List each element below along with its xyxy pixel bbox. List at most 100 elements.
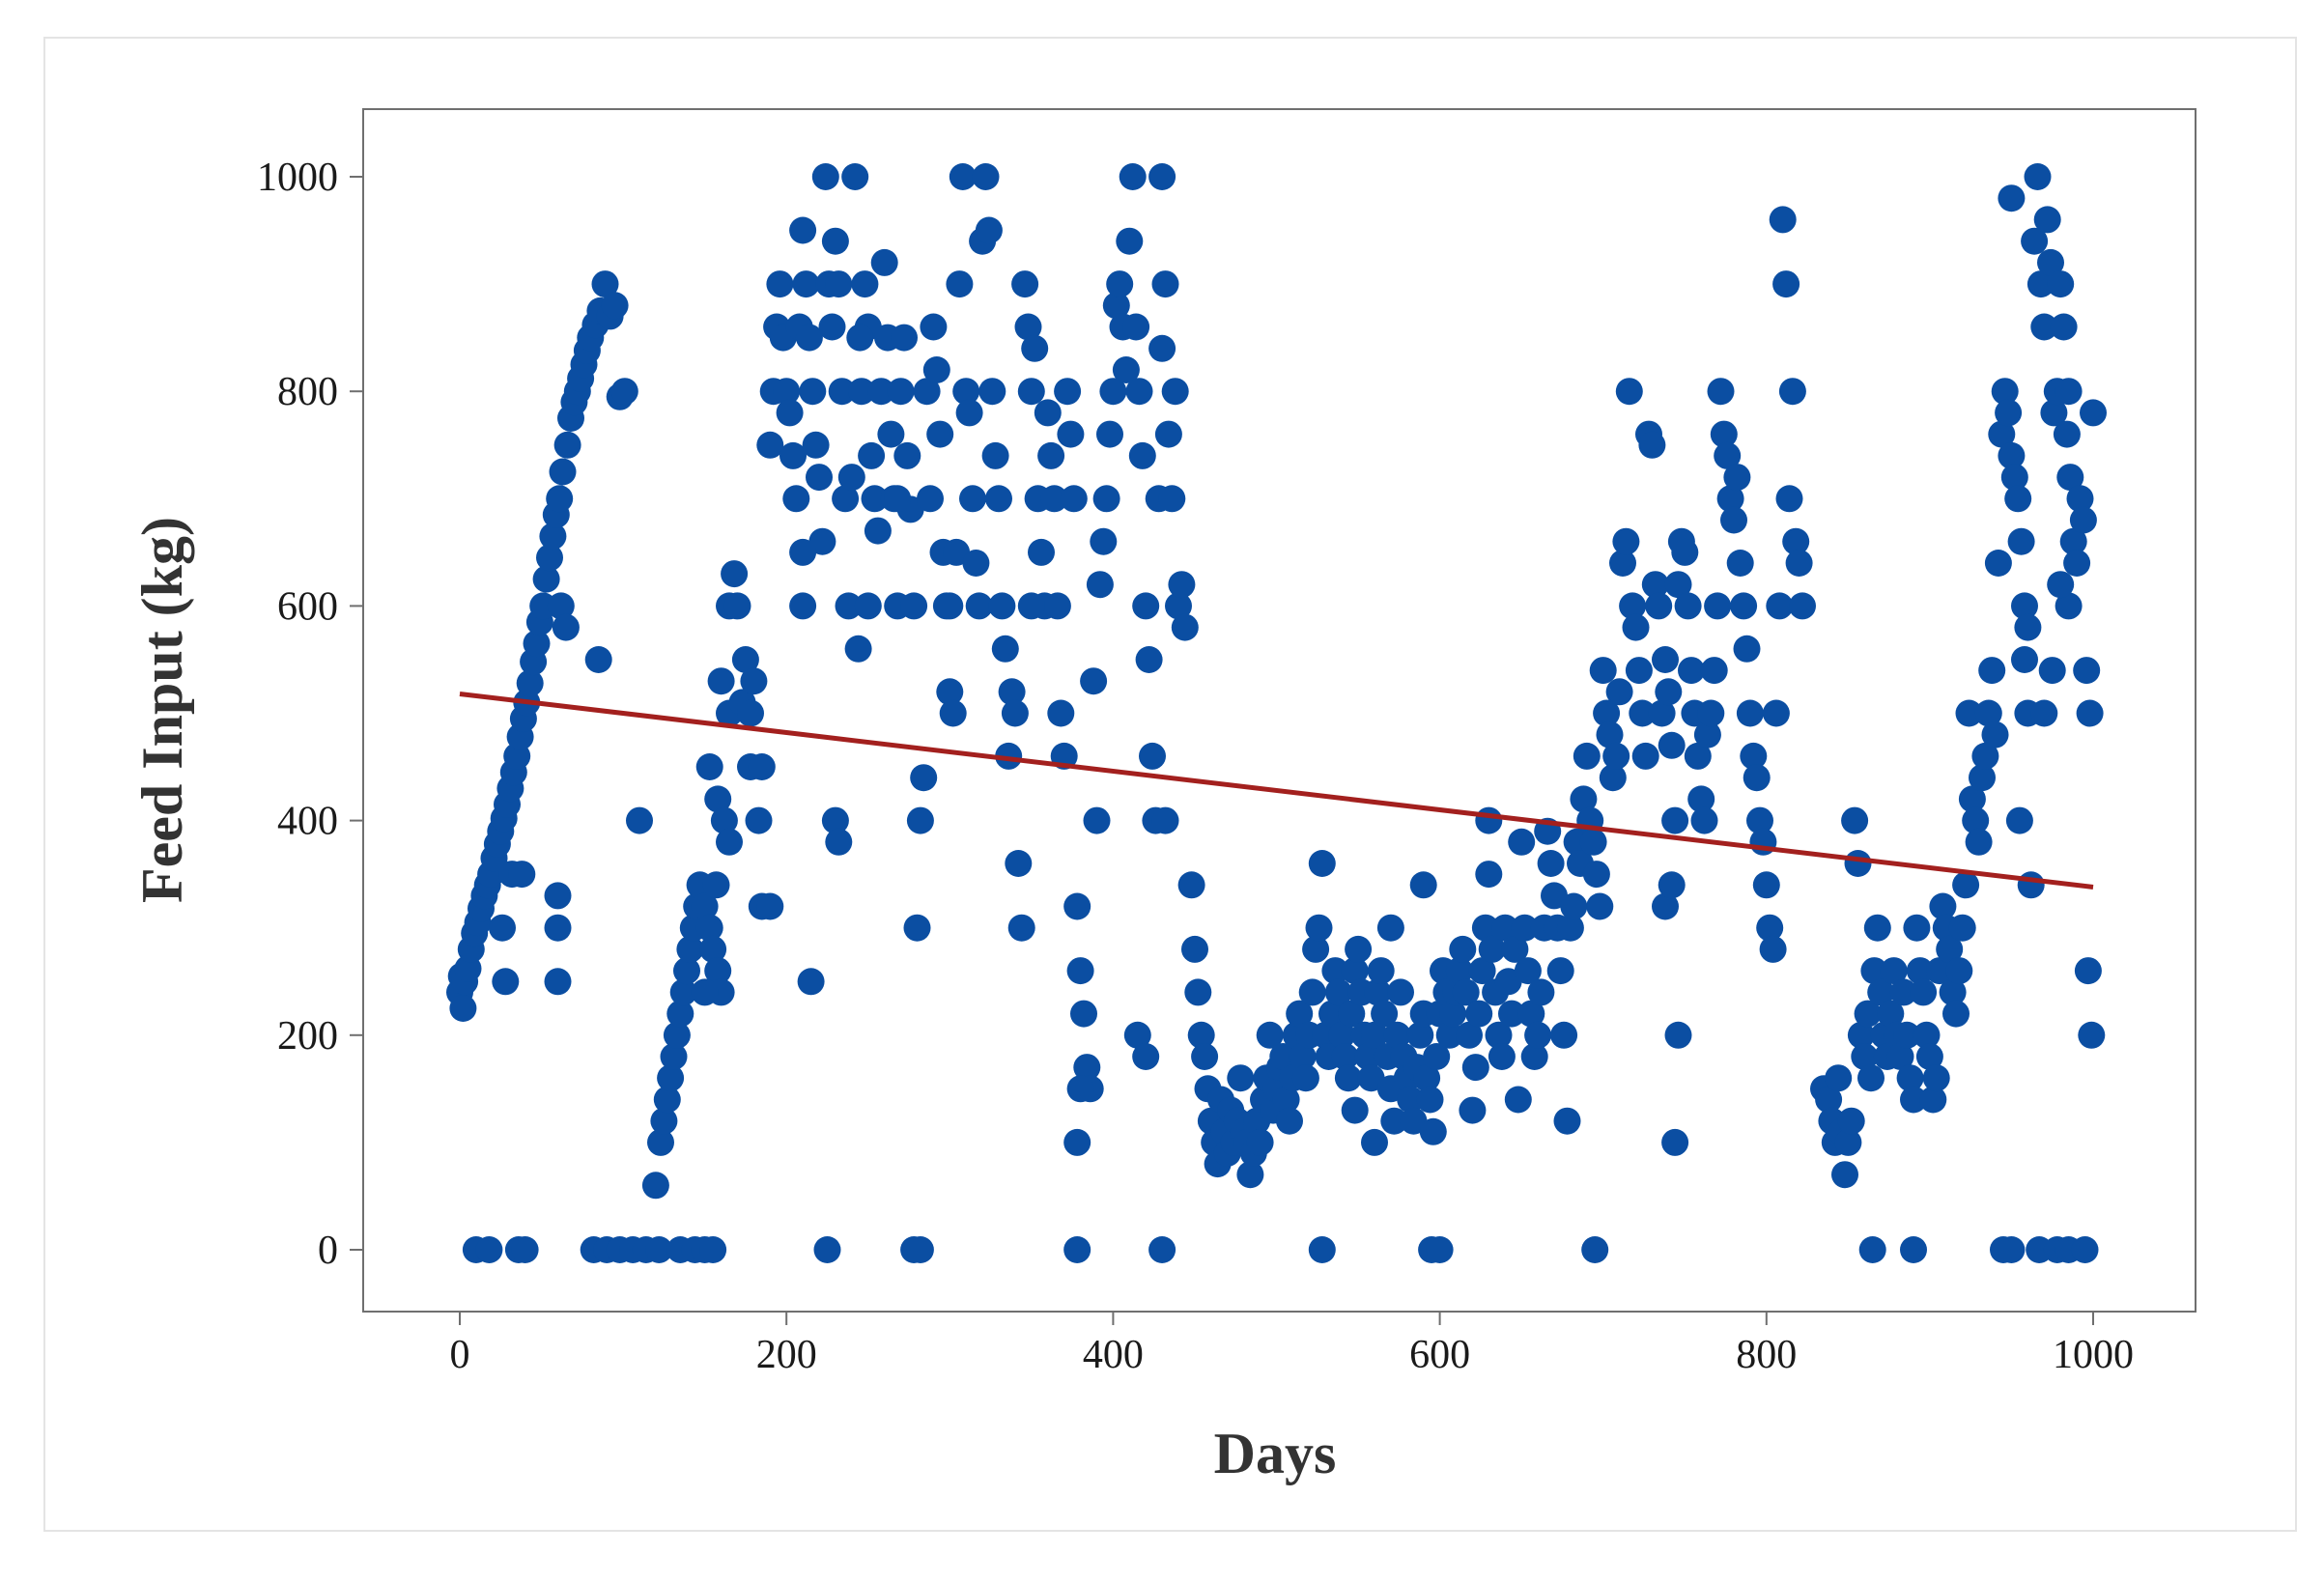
- data-point: [1730, 592, 1758, 620]
- plot-area: [362, 108, 2196, 1313]
- data-point: [1073, 1054, 1101, 1082]
- data-point: [1815, 1086, 1843, 1114]
- data-point: [716, 828, 743, 856]
- data-point: [710, 806, 738, 834]
- data-point: [1915, 1043, 1943, 1070]
- data-point: [1063, 892, 1091, 920]
- data-point: [789, 592, 817, 620]
- data-point: [1524, 1021, 1552, 1049]
- data-point: [1560, 892, 1588, 920]
- data-point: [1070, 1000, 1097, 1028]
- data-point: [1756, 914, 1784, 942]
- data-point: [2047, 270, 2075, 298]
- data-point: [1318, 1000, 1346, 1028]
- data-point: [584, 646, 612, 673]
- data-point: [1371, 1000, 1399, 1028]
- data-point: [1276, 1107, 1303, 1135]
- data-point: [1423, 1043, 1451, 1070]
- data-point: [1037, 441, 1065, 469]
- data-point: [1674, 592, 1702, 620]
- data-point: [906, 1236, 934, 1263]
- data-point: [695, 914, 723, 942]
- data-point: [1847, 1021, 1875, 1049]
- data-point: [1837, 1107, 1865, 1135]
- data-point: [544, 882, 572, 910]
- data-point: [1380, 1107, 1408, 1135]
- data-point: [1622, 613, 1650, 641]
- data-point: [1187, 1021, 1215, 1049]
- data-point: [1461, 1054, 1489, 1082]
- data-point: [2005, 806, 2033, 834]
- data-point: [702, 871, 730, 899]
- data-points: [446, 163, 2107, 1263]
- data-point: [1998, 184, 2026, 212]
- data-point: [1485, 1021, 1513, 1049]
- data-point: [1553, 1107, 1581, 1135]
- data-point: [900, 592, 928, 620]
- data-point: [972, 163, 1000, 190]
- data-point: [1083, 806, 1111, 834]
- data-point: [1939, 978, 1967, 1006]
- data-point: [1413, 1064, 1441, 1092]
- data-point: [1726, 550, 1754, 577]
- data-point: [792, 270, 820, 298]
- data-point: [756, 431, 784, 459]
- data-point: [1102, 292, 1130, 320]
- data-point: [2024, 163, 2052, 190]
- data-point: [864, 517, 892, 545]
- data-point: [837, 464, 865, 492]
- data-point: [962, 550, 990, 577]
- data-point: [773, 378, 801, 406]
- data-point: [1148, 163, 1176, 190]
- y-axis: 0 200 400 600 800 1000: [257, 155, 363, 1273]
- data-point: [508, 861, 536, 889]
- data-point: [1043, 592, 1071, 620]
- data-point: [1579, 828, 1607, 856]
- data-point: [695, 753, 723, 780]
- data-point: [699, 1236, 727, 1263]
- data-point: [910, 764, 938, 792]
- data-point: [795, 324, 823, 352]
- data-point: [1468, 957, 1496, 985]
- data-point: [1426, 1236, 1454, 1263]
- data-point: [799, 378, 827, 406]
- data-point: [1880, 957, 1908, 985]
- data-point: [2011, 646, 2038, 673]
- data-point: [1716, 485, 1744, 513]
- data-point: [1550, 1021, 1578, 1049]
- data-point: [1028, 538, 1055, 566]
- data-point: [1537, 850, 1565, 877]
- data-point: [797, 968, 825, 996]
- data-point: [1165, 592, 1192, 620]
- data-point: [782, 485, 810, 513]
- data-point: [1341, 957, 1369, 985]
- data-point: [1517, 1000, 1545, 1028]
- data-point: [806, 464, 833, 492]
- data-point: [1302, 935, 1330, 963]
- data-point: [1361, 1128, 1388, 1156]
- data-point: [1005, 850, 1033, 877]
- data-point: [1047, 699, 1075, 727]
- data-point: [917, 485, 944, 513]
- data-point: [1112, 356, 1140, 383]
- data-point: [1449, 935, 1477, 963]
- data-point: [1762, 699, 1790, 727]
- data-point: [669, 978, 697, 1006]
- data-point: [626, 806, 653, 834]
- data-point: [737, 699, 764, 727]
- data-point: [1889, 978, 1917, 1006]
- data-point: [2074, 957, 2102, 985]
- y-tick-label: 800: [277, 370, 338, 414]
- data-point: [1017, 378, 1045, 406]
- data-point: [1096, 420, 1123, 448]
- data-point: [1331, 1043, 1359, 1070]
- data-point: [1922, 1064, 1950, 1092]
- data-point: [523, 630, 551, 658]
- data-point: [1785, 550, 1813, 577]
- data-point: [532, 565, 560, 593]
- data-point: [1678, 657, 1705, 685]
- data-point: [1910, 978, 1938, 1006]
- data-point: [1723, 464, 1751, 492]
- data-point: [1693, 720, 1721, 749]
- data-point: [1475, 806, 1503, 834]
